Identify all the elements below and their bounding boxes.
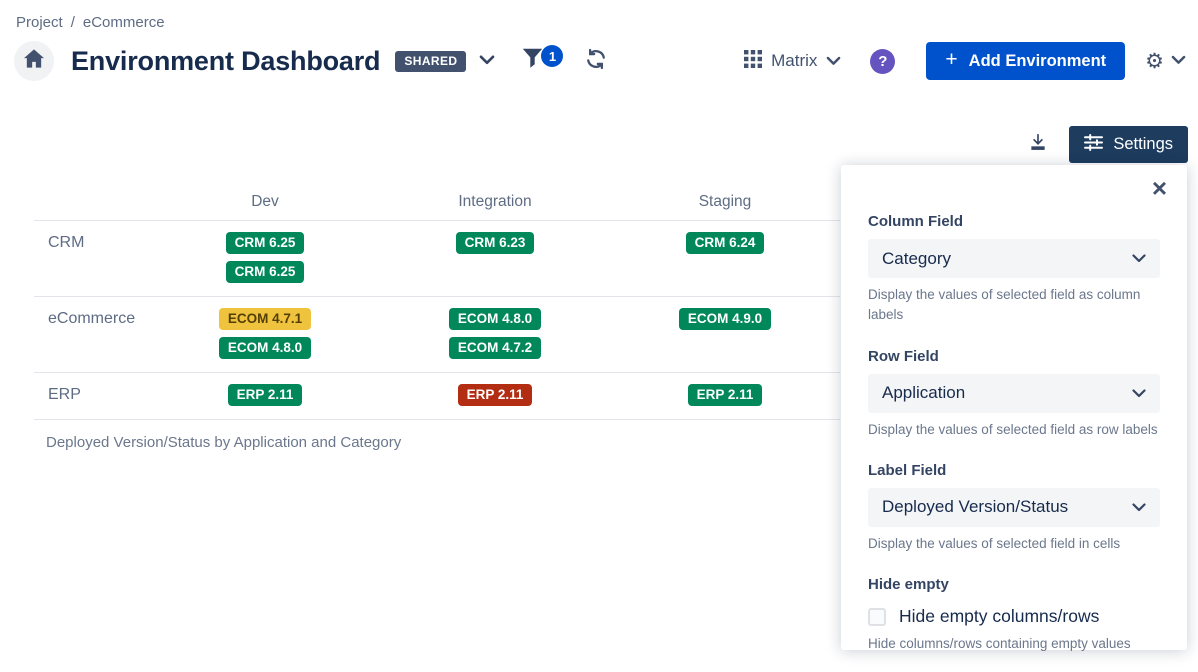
hide-empty-help: Hide columns/rows containing empty value… [868, 636, 1131, 651]
matrix-row: CRM CRM 6.25 CRM 6.25 CRM 6.23 CRM 6.24 [34, 221, 840, 297]
matrix-toolbar: Settings [0, 126, 1188, 163]
matrix-cell: ERP 2.11 [380, 384, 610, 406]
version-badge[interactable]: CRM 6.23 [455, 232, 535, 254]
breadcrumb: Project / eCommerce [0, 0, 1198, 31]
hide-empty-checkbox-label[interactable]: Hide empty columns/rows [899, 606, 1100, 626]
close-icon: × [1151, 173, 1167, 203]
settings-field-group: Label Field Deployed Version/Status Displa… [868, 462, 1160, 554]
version-badge[interactable]: ECOM 4.8.0 [448, 308, 542, 330]
filter-button[interactable]: 1 [522, 45, 564, 74]
field-help: Display the values of selected field as … [868, 287, 1141, 323]
matrix-cell: CRM 6.23 [380, 232, 610, 283]
column-header: Dev [251, 193, 279, 210]
chevron-down-icon [479, 52, 495, 70]
version-badge[interactable]: ERP 2.11 [687, 384, 763, 406]
field-label: Column Field [868, 213, 963, 230]
version-badge[interactable]: ERP 2.11 [457, 384, 533, 406]
plus-icon: + [945, 48, 958, 71]
settings-menu-button[interactable]: ⚙ [1145, 51, 1186, 72]
breadcrumb-current-link[interactable]: eCommerce [82, 14, 165, 31]
field-select[interactable]: Deployed Version/Status [868, 487, 1160, 527]
sliders-icon [1084, 133, 1104, 156]
field-select[interactable]: Category [868, 239, 1160, 278]
matrix-header-row: Dev Integration Staging [34, 193, 840, 221]
settings-toggle-button[interactable]: Settings [1069, 126, 1188, 163]
column-header: Staging [698, 193, 752, 210]
settings-field-group: Column Field Category Display the values o… [868, 213, 1160, 326]
column-header: Integration [458, 193, 532, 210]
shared-badge: SHARED [395, 50, 467, 72]
matrix-cell: ERP 2.11 [610, 384, 840, 406]
matrix-cell: ERP 2.11 [150, 384, 380, 406]
add-environment-label: Add Environment [968, 51, 1107, 70]
view-selector[interactable]: Matrix [744, 49, 841, 73]
close-button[interactable]: × [1152, 175, 1167, 201]
field-label: Label Field [868, 461, 947, 479]
home-button[interactable] [14, 41, 54, 81]
page-title: Environment Dashboard [71, 45, 381, 76]
hide-empty-checkbox[interactable] [868, 607, 886, 626]
matrix-cell: ECOM 4.7.1 ECOM 4.8.0 [150, 308, 380, 359]
version-badge[interactable]: CRM 6.24 [685, 232, 765, 254]
refresh-icon [585, 48, 607, 75]
field-label: Row Field [868, 347, 939, 365]
settings-field-group: Row Field Application Display the values o… [868, 348, 1160, 440]
title-menu-button[interactable] [479, 52, 495, 70]
matrix-cell: CRM 6.25 CRM 6.25 [150, 232, 380, 283]
matrix-cell: ECOM 4.9.0 [610, 308, 840, 359]
row-label: CRM [48, 234, 85, 251]
matrix-cell: CRM 6.24 [610, 232, 840, 283]
view-selector-label: Matrix [771, 51, 818, 70]
version-badge[interactable]: CRM 6.25 [225, 261, 305, 283]
select-value: Category [882, 248, 951, 268]
row-label: ERP [48, 386, 81, 403]
matrix-caption: Deployed Version/Status by Application a… [46, 434, 402, 451]
field-help: Display the values of selected field as … [868, 421, 1158, 437]
matrix-cell: ECOM 4.8.0 ECOM 4.7.2 [380, 308, 610, 359]
chevron-down-icon [1132, 254, 1146, 263]
version-badge[interactable]: ERP 2.11 [227, 384, 303, 406]
version-badge[interactable]: ECOM 4.7.1 [218, 308, 312, 330]
refresh-button[interactable] [585, 48, 607, 75]
question-icon: ? [878, 52, 888, 70]
field-help: Display the values of selected field in … [868, 535, 1121, 551]
version-badge[interactable]: ECOM 4.7.2 [448, 337, 542, 359]
row-label: eCommerce [48, 310, 136, 327]
settings-panel: × Column Field Category Display the values… [841, 165, 1187, 651]
environment-matrix: Dev Integration Staging CRM CRM 6.25 CRM 6.2… [34, 193, 840, 451]
add-environment-button[interactable]: + Add Environment [926, 42, 1126, 80]
grid-icon [744, 49, 763, 73]
settings-button-label: Settings [1113, 135, 1173, 153]
version-badge[interactable]: ECOM 4.8.0 [218, 337, 312, 359]
filter-count-badge: 1 [541, 45, 564, 67]
matrix-row: ERP ERP 2.11 ERP 2.11 ERP 2.11 [34, 373, 840, 420]
matrix-corner-cell [34, 193, 150, 211]
matrix-row: eCommerce ECOM 4.7.1 ECOM 4.8.0 ECOM 4.8.0 E… [34, 297, 840, 373]
chevron-down-icon [1171, 52, 1186, 70]
hide-empty-group: Hide empty Hide empty columns/rows Hide … [868, 576, 1160, 654]
version-badge[interactable]: CRM 6.25 [225, 232, 305, 254]
field-select[interactable]: Application [868, 373, 1160, 413]
dashboard-header: Environment Dashboard SHARED 1 Matrix [0, 31, 1198, 81]
version-badge[interactable]: ECOM 4.9.0 [678, 308, 772, 330]
chevron-down-icon [1132, 388, 1146, 398]
export-button[interactable] [1028, 132, 1048, 157]
select-value: Deployed Version/Status [882, 497, 1069, 517]
filter-icon [522, 48, 545, 74]
home-icon [24, 49, 44, 73]
chevron-down-icon [826, 51, 841, 71]
breadcrumb-project-link[interactable]: Project [16, 14, 63, 31]
gear-icon: ⚙ [1145, 49, 1164, 73]
breadcrumb-separator: / [70, 14, 75, 31]
select-value: Application [882, 383, 966, 402]
hide-empty-field-label: Hide empty [868, 576, 949, 593]
chevron-down-icon [1132, 503, 1146, 512]
help-button[interactable]: ? [870, 48, 896, 74]
download-icon [1028, 134, 1048, 156]
